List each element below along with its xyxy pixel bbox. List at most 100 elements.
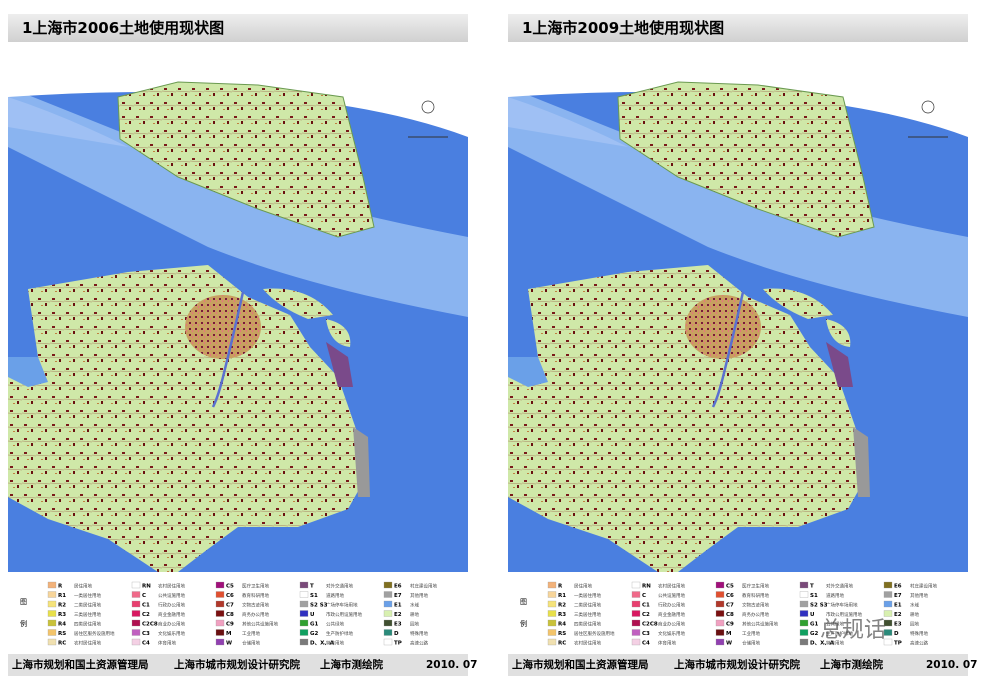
legend-swatch <box>799 638 809 646</box>
legend-swatch <box>131 638 141 646</box>
legend-code: R4 <box>558 622 566 628</box>
footer-text: 上海市规划和国土资源管理局 <box>512 659 649 671</box>
legend-code: RS <box>558 631 566 637</box>
legend-code: E1 <box>394 603 402 609</box>
legend-code: E7 <box>394 593 402 599</box>
legend-swatch <box>215 629 225 636</box>
legend-code: RC <box>558 641 566 647</box>
legend-code: C9 <box>226 622 234 628</box>
legend-swatch <box>47 629 57 636</box>
legend-code: S1 <box>310 593 318 599</box>
legend-swatch <box>383 619 393 627</box>
legend-code: C <box>142 593 146 599</box>
legend-code: R3 <box>58 612 66 618</box>
legend-code: C5 <box>726 584 734 590</box>
legend-swatch <box>715 600 725 608</box>
legend-heading: 图 <box>520 598 527 606</box>
legend-label: 高速公路 <box>410 640 428 647</box>
legend-swatch <box>131 610 141 617</box>
legend-swatch <box>631 638 641 646</box>
legend-code: G2 <box>310 631 319 637</box>
legend-code: RN <box>642 584 651 590</box>
legend-swatch <box>883 638 893 646</box>
footer-text: 2010. 07 <box>426 659 478 671</box>
legend-code: RN <box>142 584 151 590</box>
map-shape <box>326 319 351 347</box>
legend-label: 道路用地 <box>326 592 344 599</box>
legend-swatch <box>799 581 809 589</box>
map-shape <box>117 81 375 238</box>
legend-swatch <box>631 591 641 598</box>
legend-swatch <box>299 619 309 627</box>
legend-code: C3 <box>642 631 650 637</box>
legend-heading: 例 <box>520 619 527 628</box>
legend-label: 对外交通用地 <box>826 583 853 590</box>
legend-label: 公共设施用地 <box>158 592 185 599</box>
legend-swatch <box>799 591 809 598</box>
legend-label: 特殊用地 <box>326 640 344 647</box>
legend-swatch <box>799 610 809 617</box>
legend-swatch <box>883 600 893 608</box>
legend-code: C1 <box>642 603 650 609</box>
legend-code: E2 <box>394 612 402 618</box>
map-shape <box>508 357 548 387</box>
legend-swatch <box>299 638 309 646</box>
map-shape <box>508 87 968 317</box>
legend-label: 三类居住用地 <box>74 611 101 618</box>
legend-label: 体育用地 <box>158 640 176 647</box>
legend-heading: 例 <box>20 619 27 628</box>
legend-label: 行政办公用地 <box>158 602 185 609</box>
legend-swatch <box>299 591 309 598</box>
map-shape <box>921 100 935 114</box>
legend-code: C3 <box>142 631 150 637</box>
footer-text: 上海市测绘院 <box>320 659 383 671</box>
legend-swatch <box>299 610 309 617</box>
footer-text: 上海市城市规划设计研究院 <box>174 659 300 671</box>
legend-label: 生产防护绿地 <box>826 630 853 637</box>
legend-label: 特殊用地 <box>410 630 428 637</box>
legend-swatch <box>883 591 893 598</box>
legend-label: 仓储用地 <box>742 640 760 647</box>
legend-label: 商业办公用地 <box>158 621 185 628</box>
legend-swatch <box>799 600 809 608</box>
map-shape <box>8 357 48 387</box>
map-shape <box>508 265 866 572</box>
legend-label: 教育科研用地 <box>742 592 769 599</box>
legend-code: M <box>226 631 231 637</box>
map-shape <box>185 295 261 359</box>
legend-code: S1 <box>810 593 818 599</box>
legend-label: 工业用地 <box>742 630 760 637</box>
legend-code: D、X、A <box>310 641 335 647</box>
legend-label: 水域 <box>410 602 419 609</box>
legend-code: R2 <box>58 603 66 609</box>
legend-swatch <box>299 600 309 608</box>
legend-swatch <box>215 638 225 646</box>
legend-swatch <box>131 619 141 627</box>
legend-swatch <box>631 619 641 627</box>
legend-label: 体育用地 <box>658 640 676 647</box>
legend-code: S2 S3 <box>810 603 828 609</box>
legend-label: 教育科研用地 <box>242 592 269 599</box>
footer: 上海市规划和国土资源管理局 上海市城市规划设计研究院 上海市测绘院 2010. 07 <box>508 654 977 676</box>
legend-code: C7 <box>726 603 734 609</box>
legend-code: TP <box>394 641 402 647</box>
legend-swatch <box>215 591 225 598</box>
legend-label: 居住区服务设施用地 <box>74 630 115 637</box>
footer-text: 2010. 07 <box>926 659 978 671</box>
legend-swatch <box>631 629 641 636</box>
legend-code: G1 <box>310 622 319 628</box>
legend-label: 市政公用设施用地 <box>826 611 862 618</box>
legend-label: 商业金融用地 <box>158 611 185 618</box>
legend-code: G1 <box>810 622 819 628</box>
legend-code: C9 <box>726 622 734 628</box>
legend-code: W <box>726 641 732 647</box>
footer-text: 上海市规划和国土资源管理局 <box>12 659 149 671</box>
legend-code: TP <box>894 641 902 647</box>
legend-swatch <box>631 610 641 617</box>
legend-code: G2 <box>810 631 819 637</box>
legend-label: 一类居住用地 <box>74 592 101 599</box>
legend-label: 其他用地 <box>910 592 928 599</box>
legend-swatch <box>883 619 893 627</box>
legend-swatch <box>799 619 809 627</box>
legend-label: 农村居住用地 <box>574 640 601 647</box>
